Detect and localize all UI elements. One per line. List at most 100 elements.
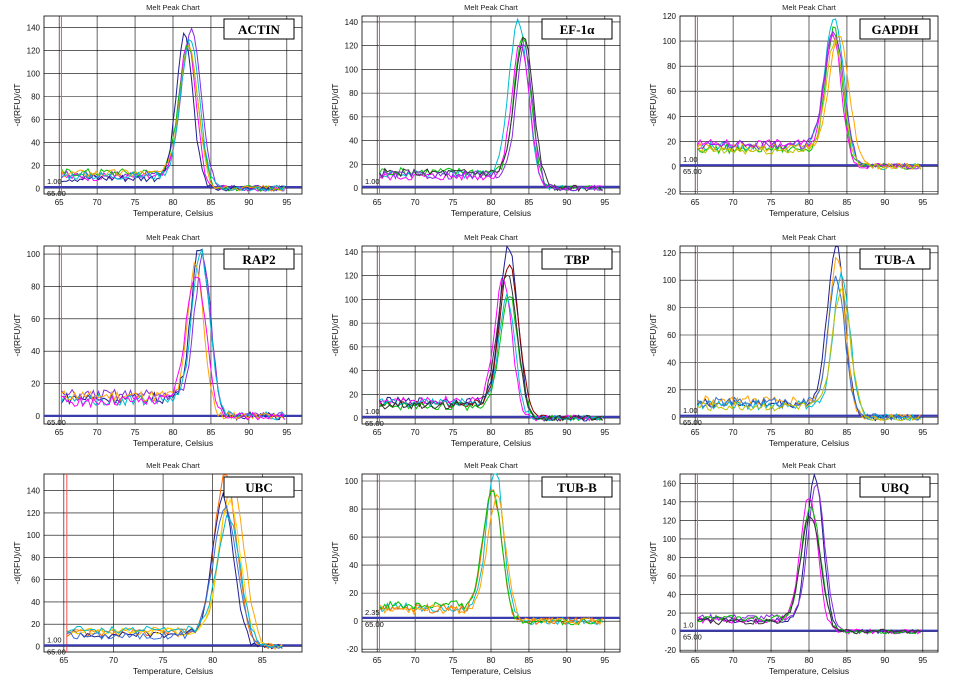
chart-title: Melt Peak Chart: [146, 461, 201, 470]
chart-panel-tub-a: Melt Peak Chart 65 70 75 80 85 90 95 0 20 40 60 80 10…: [642, 233, 960, 462]
y-tick-label: -20: [664, 646, 676, 655]
y-tick-label: 120: [345, 42, 359, 51]
y-tick-label: 80: [349, 89, 358, 98]
start-temperature-label: 65.00: [47, 189, 66, 198]
x-tick-label: 65: [55, 198, 64, 207]
gene-label-box: [223, 18, 295, 40]
y-tick-label: 60: [349, 343, 358, 352]
x-tick-label: 80: [487, 656, 496, 665]
chart-svg-ubc: Melt Peak Chart 65 70 75 80 85 0 20 40 60 80 100 120…: [12, 461, 303, 676]
plot-frame: [679, 473, 939, 653]
y-tick-label: 140: [345, 18, 359, 27]
x-tick-label: 70: [729, 656, 738, 665]
melt-curve: [697, 506, 921, 635]
y-tick-label: 80: [349, 505, 358, 514]
y-tick-label: 60: [31, 115, 40, 124]
x-tick-label: 70: [729, 198, 738, 207]
y-axis-label: -d(RFU)/dT: [330, 314, 340, 357]
start-temperature-label: 65.00: [683, 633, 702, 642]
x-tick-label: 80: [805, 656, 814, 665]
gene-label-box: [223, 248, 295, 270]
y-tick-label: 160: [663, 479, 677, 488]
threshold-label: 1.00: [683, 155, 698, 164]
x-axis-label: Temperature, Celsius: [451, 208, 531, 218]
y-tick-label: 100: [27, 531, 41, 540]
plot-frame: [679, 245, 939, 425]
y-tick-label: 60: [349, 113, 358, 122]
x-tick-label: 95: [282, 198, 291, 207]
plot-frame: [679, 15, 939, 195]
y-axis-label: -d(RFU)/dT: [12, 84, 22, 127]
y-tick-label: 100: [663, 276, 677, 285]
x-tick-label: 85: [206, 198, 215, 207]
y-tick-label: 20: [667, 137, 676, 146]
x-tick-label: 85: [842, 198, 851, 207]
chart-svg-actin: Melt Peak Chart 65 70 75 80 85 90 95 0 20 40 60 80 10…: [12, 3, 303, 218]
y-tick-label: 40: [31, 138, 40, 147]
gene-label-box: [541, 18, 613, 40]
y-tick-label: 0: [354, 617, 359, 626]
y-tick-label: 0: [354, 414, 359, 423]
x-axis-label: Temperature, Celsius: [451, 666, 531, 676]
plot-frame: [361, 245, 621, 425]
plot-frame: [43, 15, 303, 195]
x-axis-label: Temperature, Celsius: [133, 666, 213, 676]
melt-curve: [379, 36, 603, 193]
x-tick-label: 85: [842, 656, 851, 665]
y-tick-label: 60: [31, 315, 40, 324]
x-tick-label: 85: [524, 198, 533, 207]
melt-curve: [697, 288, 921, 422]
melt-curve: [61, 276, 285, 421]
y-tick-label: 120: [663, 12, 677, 21]
chart-svg-rap2: Melt Peak Chart 65 70 75 80 85 90 95 0 20 40 60 80 10…: [12, 233, 303, 448]
x-tick-label: 75: [767, 198, 776, 207]
y-tick-label: 0: [36, 412, 41, 421]
x-tick-label: 90: [562, 198, 571, 207]
y-tick-label: 20: [667, 386, 676, 395]
x-tick-label: 85: [524, 428, 533, 437]
melt-curve: [697, 35, 921, 170]
chart-title: Melt Peak Chart: [782, 233, 837, 242]
x-tick-label: 65: [373, 656, 382, 665]
x-tick-label: 75: [767, 656, 776, 665]
x-tick-label: 65: [373, 428, 382, 437]
x-tick-label: 70: [93, 198, 102, 207]
x-tick-label: 65: [691, 428, 700, 437]
x-tick-label: 75: [767, 428, 776, 437]
x-tick-label: 85: [258, 656, 267, 665]
y-tick-label: 20: [349, 160, 358, 169]
x-axis-label: Temperature, Celsius: [769, 438, 849, 448]
plot-frame: [361, 473, 621, 653]
plot-frame: [43, 245, 303, 425]
y-tick-label: 80: [31, 92, 40, 101]
y-tick-label: 80: [667, 304, 676, 313]
x-tick-label: 90: [562, 656, 571, 665]
x-tick-label: 65: [55, 428, 64, 437]
x-tick-label: 80: [487, 428, 496, 437]
melt-curve: [379, 490, 603, 626]
gene-label: RAP2: [242, 252, 275, 267]
x-axis-label: Temperature, Celsius: [133, 208, 213, 218]
chart-panel-rap2: Melt Peak Chart 65 70 75 80 85 90 95 0 20 40 60 80 10…: [6, 233, 324, 462]
y-axis-label: -d(RFU)/dT: [330, 84, 340, 127]
gene-label: UBC: [245, 480, 272, 495]
y-tick-label: 60: [667, 572, 676, 581]
melt-curve: [379, 292, 603, 422]
chart-title: Melt Peak Chart: [782, 3, 837, 12]
x-tick-label: 65: [59, 656, 68, 665]
x-tick-label: 65: [691, 656, 700, 665]
y-tick-label: 20: [31, 620, 40, 629]
chart-panel-ubq: Melt Peak Chart 65 70 75 80 85 90 95 -20 0 20 40 60 8…: [642, 461, 960, 690]
chart-svg-tub-b: Melt Peak Chart 65 70 75 80 85 90 95 -20 0 20 40 60 8…: [330, 461, 621, 676]
y-tick-label: 140: [27, 487, 41, 496]
x-tick-label: 90: [244, 428, 253, 437]
chart-panel-actin: Melt Peak Chart 65 70 75 80 85 90 95 0 20 40 60 80 10…: [6, 3, 324, 232]
x-tick-label: 90: [880, 428, 889, 437]
chart-panel-ubc: Melt Peak Chart 65 70 75 80 85 0 20 40 60 80 100 120…: [6, 461, 324, 690]
gene-label-box: [859, 18, 931, 40]
threshold-label: 1.00: [47, 177, 62, 186]
x-tick-label: 70: [93, 428, 102, 437]
y-tick-label: 100: [345, 65, 359, 74]
melt-curve: [61, 261, 285, 420]
